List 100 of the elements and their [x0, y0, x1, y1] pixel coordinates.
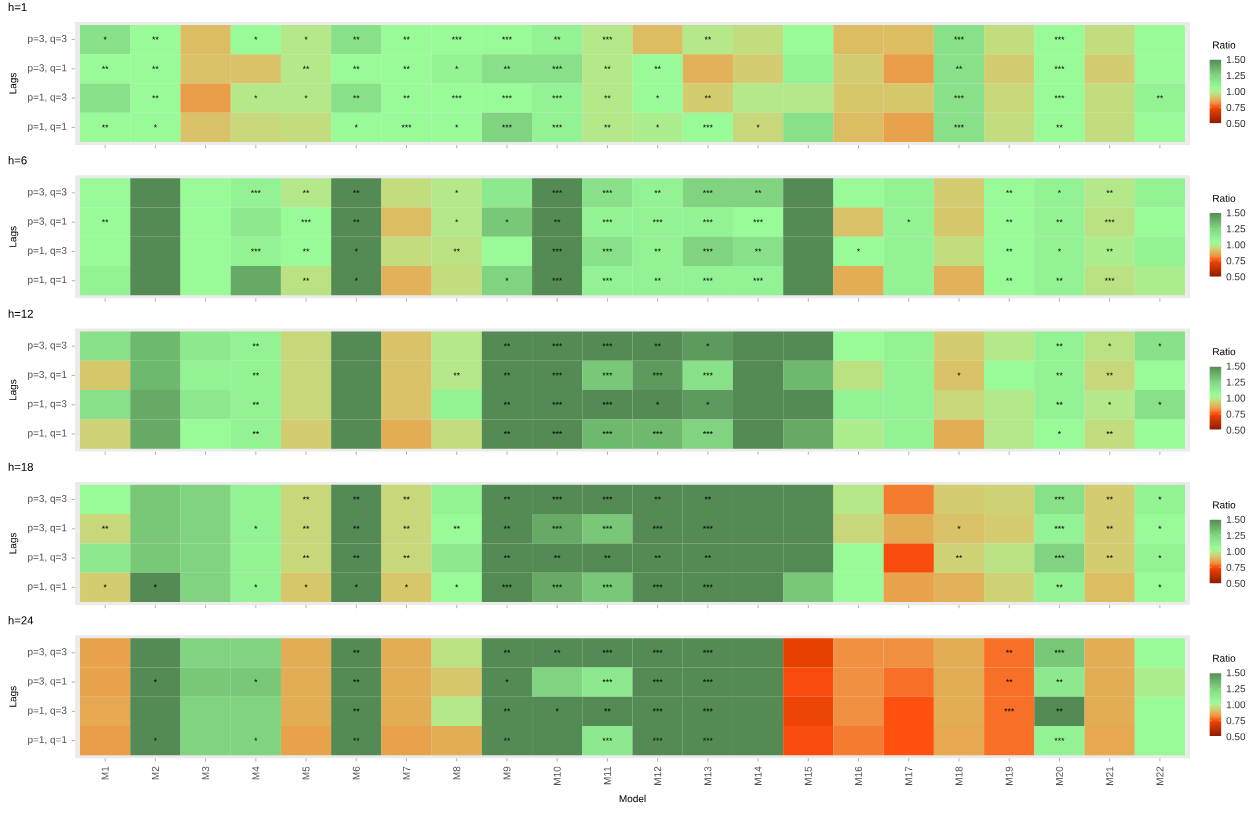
color-bar-label: 1.25 [1226, 225, 1246, 233]
data-label: *** [552, 65, 563, 69]
data-label: * [354, 248, 358, 252]
data-label: *** [1004, 708, 1015, 712]
data-label: * [706, 343, 710, 347]
y-axis-title: Lags [9, 532, 19, 554]
data-label: * [354, 277, 358, 281]
data-label: * [505, 219, 509, 223]
data-label: ** [403, 555, 410, 559]
data-label: *** [250, 248, 261, 252]
y-axis-title: Lags [9, 73, 19, 94]
data-label: ** [654, 277, 661, 281]
data-label: *** [753, 277, 763, 281]
data-label: ** [503, 649, 511, 653]
data-label: *** [602, 431, 613, 435]
x-tick-label: M19 [1005, 766, 1013, 785]
data-label: ** [353, 189, 360, 193]
chart-title: h=6 [8, 156, 27, 165]
data-label: *** [502, 124, 512, 128]
data-label: *** [652, 649, 663, 653]
chart-title: h=18 [8, 462, 33, 471]
data-label: ** [1056, 219, 1063, 223]
data-label: * [254, 525, 258, 529]
data-label: * [254, 36, 258, 40]
data-label: ** [101, 219, 109, 223]
data-label: *** [502, 36, 512, 40]
data-label: ** [754, 189, 762, 193]
y-tick-label: p=3, q=1 [28, 370, 67, 380]
data-label: ** [1056, 372, 1063, 376]
data-label: * [957, 525, 961, 529]
data-label: ** [453, 248, 460, 252]
data-label: *** [602, 649, 613, 653]
data-label: *** [702, 189, 713, 193]
data-label: *** [451, 95, 462, 99]
x-tick-label: M14 [754, 766, 762, 785]
data-label: ** [1005, 219, 1013, 223]
data-label: ** [1005, 189, 1013, 193]
data-label: ** [503, 65, 511, 69]
data-label: ** [955, 555, 963, 559]
data-label: * [455, 65, 459, 69]
data-label: ** [101, 525, 109, 529]
data-label: * [153, 737, 157, 741]
color-bar-label: 1.50 [1226, 209, 1246, 217]
y-tick-label: p=3, q=3 [28, 341, 67, 351]
data-label: *** [652, 431, 663, 435]
data-label: *** [702, 248, 713, 252]
data-label: ** [754, 248, 762, 252]
data-label: ** [152, 36, 159, 40]
data-label: *** [954, 95, 964, 99]
data-label: * [455, 584, 459, 588]
data-label: *** [1054, 555, 1065, 559]
data-label: ** [503, 708, 511, 712]
x-tick-label: M8 [453, 766, 461, 780]
color-bar-label: 1.50 [1226, 362, 1246, 370]
data-label: *** [702, 525, 713, 529]
data-label: ** [1056, 124, 1063, 128]
data-label: ** [553, 219, 561, 223]
data-label: ** [1056, 708, 1063, 712]
data-label: ** [503, 401, 511, 405]
data-label: ** [654, 189, 661, 193]
data-label: * [505, 679, 509, 683]
data-label: *** [602, 189, 613, 193]
data-label: * [555, 708, 559, 712]
x-tick-label: M16 [854, 766, 863, 785]
data-label: ** [1005, 649, 1013, 653]
x-tick-label: M5 [302, 766, 310, 780]
data-label: ** [353, 708, 360, 712]
data-label: *** [602, 737, 613, 741]
color-bar-label: 0.75 [1226, 563, 1246, 571]
data-label: ** [503, 555, 511, 559]
x-tick-label: M3 [202, 766, 210, 780]
y-tick-label: p=3, q=1 [28, 677, 67, 687]
color-bar-title: Ratio [1213, 347, 1236, 356]
y-tick-label: p=1, q=3 [28, 400, 67, 410]
data-label: *** [602, 401, 613, 405]
data-label: ** [252, 372, 260, 376]
data-label: ** [955, 65, 963, 69]
x-tick-label: M22 [1156, 766, 1164, 785]
x-tick-label: M11 [603, 766, 611, 785]
data-label: ** [604, 708, 611, 712]
data-label: *** [502, 95, 512, 99]
data-label: ** [353, 679, 360, 683]
data-label: ** [252, 401, 260, 405]
x-tick-label: M15 [804, 766, 812, 785]
data-label: *** [652, 525, 663, 529]
y-tick-label: p=1, q=3 [28, 553, 67, 563]
data-label: ** [654, 65, 661, 69]
data-label: ** [302, 189, 310, 193]
color-bar-title: Ratio [1213, 654, 1236, 662]
y-tick-label: p=3, q=1 [28, 217, 67, 227]
data-label: ** [302, 555, 310, 559]
data-label: * [1158, 555, 1162, 559]
data-label: * [856, 248, 861, 252]
data-label: *** [1054, 525, 1065, 529]
data-label: * [153, 124, 157, 128]
data-label: ** [302, 65, 310, 69]
data-label: * [656, 401, 660, 405]
data-label: *** [652, 372, 663, 376]
color-bar-label: 0.50 [1226, 733, 1246, 741]
data-label: *** [652, 219, 663, 223]
